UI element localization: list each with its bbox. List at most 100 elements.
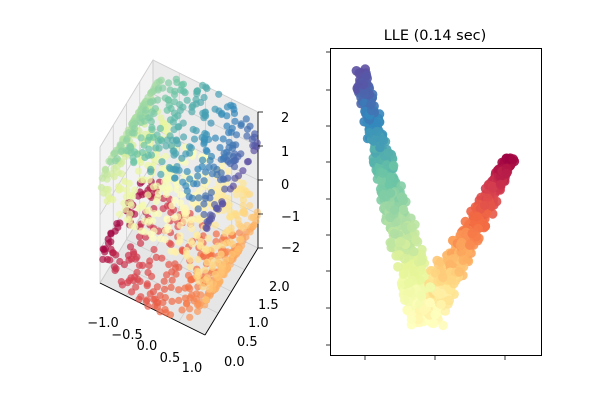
scatter-point-lle — [389, 205, 400, 215]
scatter-point-3d — [165, 261, 173, 269]
scatter-point-3d — [211, 134, 219, 142]
x-tick-label: −0.5 — [111, 328, 143, 343]
scatter-point-3d — [137, 158, 145, 167]
scatter-point-3d — [161, 236, 169, 244]
scatter-point-3d — [157, 170, 165, 178]
scatter-point-3d — [223, 103, 231, 111]
scatter-point-lle — [416, 265, 427, 276]
scatter-point-lle — [388, 161, 399, 171]
scatter-point-3d — [203, 84, 211, 93]
scatter-point-lle — [411, 235, 421, 245]
scatter-point-3d — [174, 213, 182, 221]
scatter-point-3d — [239, 196, 248, 204]
scatter-point-3d — [173, 186, 181, 194]
scatter-point-lle — [384, 179, 395, 190]
scatter-point-lle — [385, 172, 396, 182]
scatter-point-3d — [145, 176, 153, 184]
scatter-point-3d — [99, 189, 108, 197]
scatter-point-3d — [166, 311, 175, 319]
scatter-point-3d — [141, 117, 149, 125]
scatter-point-3d — [125, 179, 133, 187]
scatter-point-lle — [378, 135, 389, 146]
scatter-point-lle — [399, 253, 410, 264]
scatter-point-3d — [237, 222, 245, 231]
scatter-point-lle — [385, 212, 395, 223]
scatter-point-3d — [209, 263, 217, 272]
scatter-point-3d — [121, 152, 130, 161]
scatter-point-3d — [226, 185, 234, 193]
scatter-point-3d — [167, 283, 175, 291]
scatter-point-3d — [175, 166, 183, 174]
scatter-point-3d — [217, 176, 225, 184]
scatter-point-3d — [188, 108, 196, 116]
scatter-point-lle — [366, 99, 377, 109]
scatter-point-3d — [200, 177, 208, 185]
lle-scatter-axes: LLE (0.14 sec) — [326, 28, 542, 360]
scatter-point-3d — [155, 144, 163, 152]
z-tick-label: −1 — [281, 210, 300, 225]
scatter-point-3d — [126, 216, 134, 224]
scatter-point-3d — [99, 255, 107, 263]
scatter-point-3d — [152, 197, 160, 206]
scatter-point-3d — [149, 234, 157, 242]
scatter-point-3d — [206, 157, 214, 165]
x-tick-label: −1.0 — [87, 316, 119, 331]
scatter-point-3d — [217, 155, 225, 164]
scatter-point-3d — [115, 186, 123, 194]
scatter-point-3d — [111, 157, 119, 165]
scatter-point-3d — [134, 192, 142, 200]
scatter-point-3d — [189, 180, 198, 188]
scatter-point-3d — [167, 240, 175, 249]
scatter-point-3d — [211, 270, 219, 278]
scatter-point-3d — [141, 228, 149, 236]
y-tick-label: 1.5 — [258, 298, 279, 313]
scatter-point-3d — [189, 240, 197, 248]
scatter-point-3d — [175, 238, 183, 246]
scatter-point-3d — [200, 183, 208, 191]
scatter-point-3d — [199, 156, 207, 164]
scatter-point-3d — [110, 173, 118, 181]
scatter-point-3d — [186, 305, 194, 313]
scatter-point-3d — [230, 163, 239, 171]
scatter-point-lle — [372, 126, 383, 137]
scatter-point-3d — [200, 140, 208, 148]
scatter-point-3d — [156, 124, 164, 132]
scatter-point-3d — [109, 196, 117, 204]
scatter-point-lle — [416, 291, 427, 301]
scatter-point-3d — [200, 200, 208, 208]
scatter-point-3d — [202, 247, 210, 255]
x-tick-label: 0.5 — [160, 351, 181, 366]
scatter-point-3d — [231, 117, 239, 125]
scatter-point-lle — [465, 240, 475, 250]
scatter-point-3d — [212, 230, 220, 238]
scatter-point-3d — [157, 76, 165, 84]
scatter-point-3d — [167, 208, 175, 217]
scatter-point-lle — [445, 259, 455, 270]
scatter-point-lle — [501, 168, 512, 179]
scatter-point-3d — [136, 277, 144, 285]
scatter-point-3d — [165, 79, 173, 87]
scatter-point-3d — [169, 118, 177, 126]
scatter-point-3d — [107, 229, 115, 237]
scatter-point-3d — [186, 263, 194, 271]
scatter-point-3d — [231, 174, 239, 182]
scatter-point-3d — [221, 185, 229, 193]
scatter-point-3d — [168, 202, 176, 210]
scatter-point-3d — [128, 288, 136, 296]
scatter-point-3d — [224, 167, 232, 176]
scatter-point-3d — [186, 313, 194, 321]
scatter-point-3d — [147, 168, 155, 176]
scatter-point-3d — [178, 306, 186, 314]
scatter-point-3d — [163, 271, 171, 279]
scatter-point-lle — [435, 257, 446, 267]
scatter-point-3d — [147, 118, 155, 126]
scatter-point-3d — [203, 258, 211, 266]
scatter-point-3d — [137, 134, 145, 142]
scatter-point-3d — [140, 141, 148, 149]
scatter-point-3d — [159, 299, 167, 307]
scatter-point-3d — [145, 145, 153, 153]
scatter-point-lle — [434, 289, 444, 300]
scatter-point-3d — [243, 125, 252, 133]
scatter-point-3d — [99, 245, 107, 253]
